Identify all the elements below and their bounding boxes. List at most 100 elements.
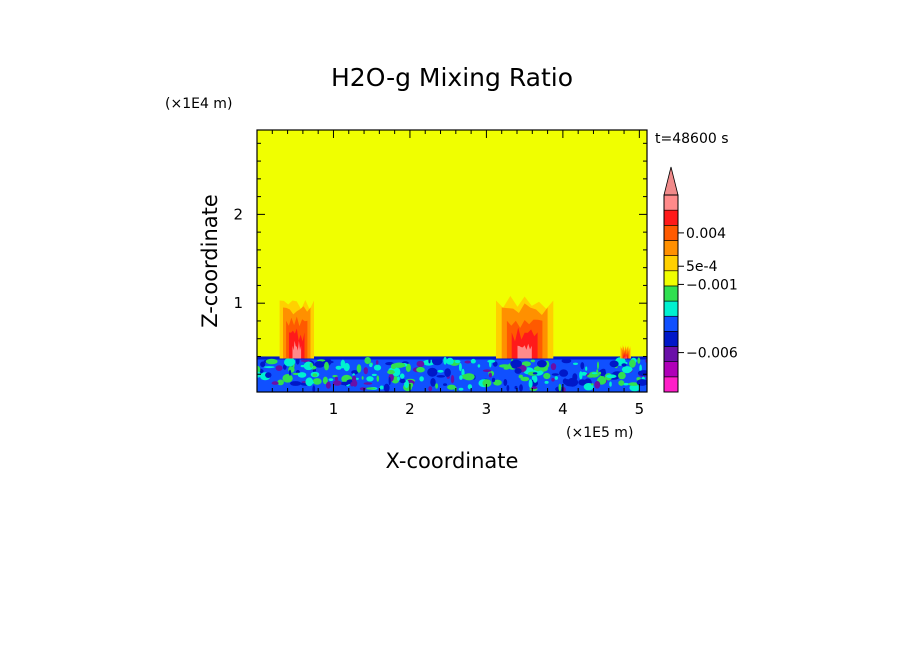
turbulence-cell xyxy=(639,364,642,373)
turbulence-cell xyxy=(566,379,569,386)
turbulence-cell xyxy=(361,376,364,380)
chart-title: H2O-g Mixing Ratio xyxy=(331,63,573,92)
turbulence-cell xyxy=(350,382,354,387)
turbulence-cell xyxy=(328,378,334,381)
turbulence-cell xyxy=(428,386,433,392)
turbulence-cell xyxy=(503,379,508,386)
turbulence-cell xyxy=(443,356,447,365)
x-scale-label: (×1E5 m) xyxy=(566,425,633,441)
turbulence-cell xyxy=(366,376,374,382)
turbulence-cell xyxy=(444,368,451,377)
turbulence-cell xyxy=(359,387,367,391)
turbulence-cell xyxy=(363,382,373,385)
turbulence-cell xyxy=(514,368,522,374)
turbulence-cell xyxy=(436,375,446,378)
colorbar: 0.004 5e-4 −0.001 −0.006 xyxy=(663,166,738,393)
contour-background xyxy=(257,130,647,392)
turbulence-cell xyxy=(559,369,569,377)
colorbar-level xyxy=(663,225,679,241)
turbulence-cell xyxy=(265,372,272,378)
turbulence-cell xyxy=(622,382,630,386)
turbulence-cell xyxy=(334,376,338,381)
turbulence-cell xyxy=(458,387,464,391)
turbulence-cell xyxy=(591,372,598,375)
turbulence-cell xyxy=(489,359,492,368)
colorbar-level xyxy=(663,315,679,332)
colorbar-level xyxy=(663,194,679,211)
turbulence-cell xyxy=(379,385,384,390)
turbulence-cell xyxy=(312,385,316,392)
colorbar-tick-label: 0.004 xyxy=(686,226,726,242)
turbulence-cell xyxy=(375,360,379,365)
turbulence-cell xyxy=(366,387,376,390)
colorbar-level xyxy=(663,255,679,272)
turbulence-cell xyxy=(300,359,311,362)
turbulence-cell xyxy=(498,364,511,368)
colorbar-tick-label: −0.001 xyxy=(686,277,738,293)
turbulence-cell xyxy=(543,372,551,380)
turbulence-cell xyxy=(538,370,543,375)
x-tick-label: 2 xyxy=(405,400,415,418)
turbulence-cell xyxy=(558,383,562,392)
turbulence-cell xyxy=(463,373,475,381)
turbulence-cell xyxy=(427,367,438,377)
turbulence-cell xyxy=(435,383,439,389)
turbulence-cell xyxy=(573,362,578,365)
axis-ticks: 1 2 3 4 5 1 2 xyxy=(233,130,647,418)
turbulence-cell xyxy=(428,358,431,364)
turbulence-cell xyxy=(416,366,425,373)
turbulence-cell xyxy=(579,371,583,380)
turbulence-cell xyxy=(519,384,523,392)
turbulence-cell xyxy=(295,357,300,365)
turbulence-cell xyxy=(322,360,334,364)
plot-frame xyxy=(256,129,648,393)
turbulence-cell xyxy=(265,358,278,365)
turbulence-cell xyxy=(464,360,472,364)
turbulence-cell xyxy=(622,367,632,374)
turbulence-cell xyxy=(597,361,599,370)
turbulence-cell xyxy=(260,361,266,368)
turbulence-cell xyxy=(284,357,295,367)
turbulence-cell xyxy=(629,384,640,392)
turbulence-cell xyxy=(446,357,454,365)
turbulence-cell xyxy=(351,370,359,375)
turbulence-cell xyxy=(282,374,293,383)
turbulence-cell xyxy=(312,378,322,385)
turbulence-cell xyxy=(437,369,444,373)
turbulence-cell xyxy=(621,363,627,367)
turbulence-cell xyxy=(305,377,314,387)
turbulence-cell xyxy=(585,366,588,371)
plume-west-layer xyxy=(292,340,302,359)
turbulence-cell xyxy=(431,356,443,366)
turbulence-cell xyxy=(459,375,463,380)
turbulence-cell xyxy=(491,377,496,383)
x-axis-label: X-coordinate xyxy=(386,449,519,473)
turbulence-cell xyxy=(458,363,462,372)
turbulence-cell xyxy=(288,369,292,376)
turbulence-cell xyxy=(454,359,461,364)
colorbar-level xyxy=(663,270,679,287)
turbulence-cell xyxy=(391,368,401,377)
turbulence-cell xyxy=(363,367,368,375)
turbulence-cell xyxy=(373,364,382,371)
y-tick-label: 1 xyxy=(233,294,243,312)
turbulence-cell xyxy=(477,364,481,368)
turbulence-cell xyxy=(551,377,555,382)
turbulence-cell xyxy=(510,359,522,368)
turbulence-cell xyxy=(637,357,641,364)
y-scale-label: (×1E4 m) xyxy=(165,96,232,112)
turbulence-cell xyxy=(275,365,283,371)
turbulence-cell xyxy=(537,360,547,368)
turbulence-cell xyxy=(405,363,411,372)
turbulence-cell xyxy=(450,375,455,384)
turbulence-cell xyxy=(483,369,492,373)
turbulence-cell xyxy=(422,359,435,366)
turbulence-cell xyxy=(369,363,373,368)
turbulence-cell xyxy=(263,366,275,369)
turbulence-cell xyxy=(388,376,391,386)
colorbar-level xyxy=(663,240,679,256)
turbulence-cell xyxy=(550,363,557,371)
turbulence-cell xyxy=(488,372,492,378)
turbulence-cell xyxy=(322,376,328,385)
turbulence-cell xyxy=(447,384,456,390)
